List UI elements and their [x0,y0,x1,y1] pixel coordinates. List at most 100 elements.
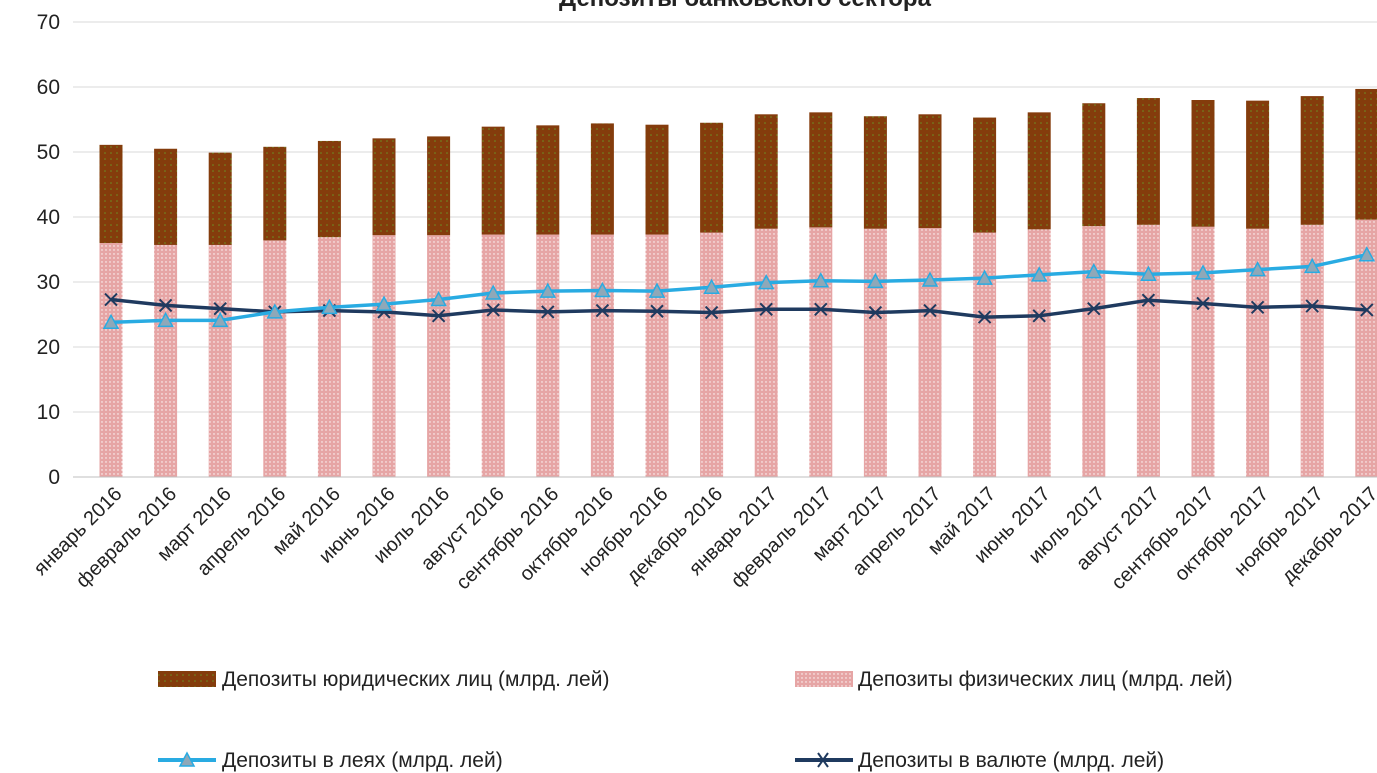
bar-legal [754,114,778,229]
point-currency-deposits [1360,303,1374,317]
bar-legal [1355,88,1377,220]
bar-individual [1082,226,1106,477]
point-lei-deposits [211,311,229,328]
point-lei-deposits [157,311,174,328]
point-lei-deposits [266,303,284,319]
legend-swatch-legal-deposits [158,671,216,687]
bar-individual [1136,224,1160,477]
y-tick-label: 30 [37,271,60,294]
y-tick-label: 70 [37,11,60,34]
point-lei-deposits [430,290,447,307]
bar-legal [1027,112,1051,230]
point-lei-deposits [757,274,775,290]
bar-individual [1027,229,1051,477]
legend-marker-lei-deposits [178,751,196,767]
y-tick-label: 60 [37,76,60,99]
point-currency-deposits [431,309,446,323]
chart-title: Депозиты банковского сектора [559,0,932,12]
point-lei-deposits [703,278,720,294]
point-lei-deposits [594,281,611,298]
point-currency-deposits [104,292,118,307]
point-lei-deposits [1194,264,1212,280]
legend: Депозиты юридических лиц (млрд. лей) Деп… [158,668,1233,772]
bar-legal [208,152,232,245]
bar-individual [1246,228,1270,477]
bar-individual [317,237,341,477]
legend-label-individual-deposits: Депозиты физических лиц (млрд. лей) [858,668,1233,691]
point-currency-deposits [814,302,828,317]
y-tick-label: 0 [48,466,60,489]
legend-item-individual-deposits: Депозиты физических лиц (млрд. лей) [795,668,1233,691]
legend-item-lei-deposits: Депозиты в леях (млрд. лей) [158,749,503,772]
bar-individual [154,244,178,477]
bar-layer [99,88,1377,477]
point-currency-deposits [1196,296,1210,311]
legend-item-legal-deposits: Депозиты юридических лиц (млрд. лей) [158,668,609,691]
bar-individual [918,228,942,477]
legend-item-currency-deposits: Депозиты в валюте (млрд. лей) [795,749,1164,772]
bar-legal [427,136,451,236]
point-lei-deposits [102,313,120,330]
bar-individual [481,234,505,477]
bar-individual [208,244,232,477]
bar-legal [481,126,505,235]
line-layer [102,246,1376,330]
point-currency-deposits [595,303,610,318]
bar-individual [590,234,614,477]
point-currency-deposits [977,310,992,324]
point-lei-deposits [1303,257,1321,274]
point-currency-deposits [1305,299,1319,313]
x-tick-label: октябрь 2017 [1171,483,1274,586]
line-lei-deposits [110,252,1368,325]
bar-legal [1246,100,1270,229]
bar-legal [700,122,724,233]
point-currency-deposits [923,303,937,318]
bar-individual [973,232,997,477]
x-tick-label: октябрь 2016 [515,483,618,586]
legend-label-currency-deposits: Депозиты в валюте (млрд. лей) [858,749,1164,772]
y-tick-label: 50 [37,141,60,164]
point-lei-deposits [375,295,393,311]
line-currency-deposits [110,297,1367,319]
bar-individual [863,228,887,477]
point-lei-deposits [1358,246,1376,262]
y-tick-label: 10 [37,401,60,424]
legend-label-lei-deposits: Депозиты в леях (млрд. лей) [222,749,503,772]
bar-legal [154,148,178,245]
bar-individual [645,234,669,477]
point-lei-deposits [484,284,502,300]
bar-individual [99,243,123,477]
bar-individual [427,235,451,477]
bar-legal [1082,103,1106,227]
point-currency-deposits [1250,300,1265,315]
bar-legal [372,138,396,236]
point-currency-deposits [213,301,227,316]
point-currency-deposits [541,305,555,319]
point-lei-deposits [321,298,338,315]
bar-individual [1300,224,1324,477]
bar-legal [263,146,287,241]
bar-legal [317,140,341,238]
legend-marker-currency-deposits [817,752,829,768]
bar-legal [1191,100,1215,227]
bar-individual [1191,226,1215,477]
point-lei-deposits [1249,261,1266,277]
x-tick-label: декабрь 2016 [622,483,727,588]
bar-legal [536,125,560,235]
bar-individual [809,227,833,477]
legend-swatch-individual-deposits [795,671,853,687]
y-tick-label: 40 [37,206,60,229]
point-currency-deposits [759,302,773,317]
bar-individual [700,232,724,477]
point-currency-deposits [158,298,173,313]
point-lei-deposits [812,272,830,288]
bar-individual [754,228,778,477]
point-currency-deposits [868,305,883,320]
legend-label-legal-deposits: Депозиты юридических лиц (млрд. лей) [222,668,609,691]
bar-individual [1355,219,1377,477]
bar-legal [1300,96,1324,225]
bar-individual [372,235,396,477]
bar-legal [863,116,887,229]
point-currency-deposits [486,303,500,317]
